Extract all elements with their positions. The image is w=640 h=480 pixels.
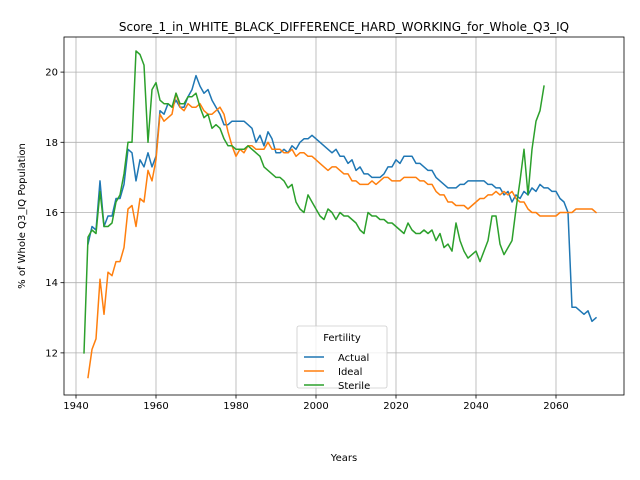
legend-label-sterile: Sterile — [338, 381, 370, 392]
y-tick-label: 18 — [45, 138, 58, 149]
axis-ticks: 1940 1960 1980 2000 2020 2040 2060 12 14 16 18 20 — [45, 68, 568, 412]
legend-label-actual: Actual — [338, 353, 369, 364]
series-line-ideal — [87, 92, 598, 379]
x-axis-title: Years — [330, 453, 357, 464]
x-tick-label: 1980 — [223, 401, 248, 412]
series-layer — [83, 50, 598, 379]
legend-title: Fertility — [323, 333, 361, 344]
y-tick-label: 12 — [45, 348, 58, 359]
x-tick-label: 1960 — [143, 401, 168, 412]
y-tick-label: 20 — [45, 68, 58, 79]
y-tick-label: 16 — [45, 208, 58, 219]
legend-box — [296, 325, 388, 389]
x-tick-label: 2060 — [543, 401, 568, 412]
x-tick-label: 2040 — [463, 401, 488, 412]
x-tick-label: 2020 — [383, 401, 408, 412]
chart-title: Score_1_in_WHITE_BLACK_DIFFERENCE_HARD_W… — [119, 20, 569, 34]
x-tick-label: 1940 — [63, 401, 88, 412]
y-tick-label: 14 — [45, 278, 58, 289]
series-line-sterile — [83, 50, 545, 354]
plot-frame — [63, 36, 625, 396]
x-tick-label: 2000 — [303, 401, 328, 412]
legend: Fertility Actual Ideal Sterile — [296, 325, 388, 392]
legend-label-ideal: Ideal — [338, 367, 362, 378]
y-axis-title: % of Whole Q3_IQ Population — [17, 143, 28, 289]
